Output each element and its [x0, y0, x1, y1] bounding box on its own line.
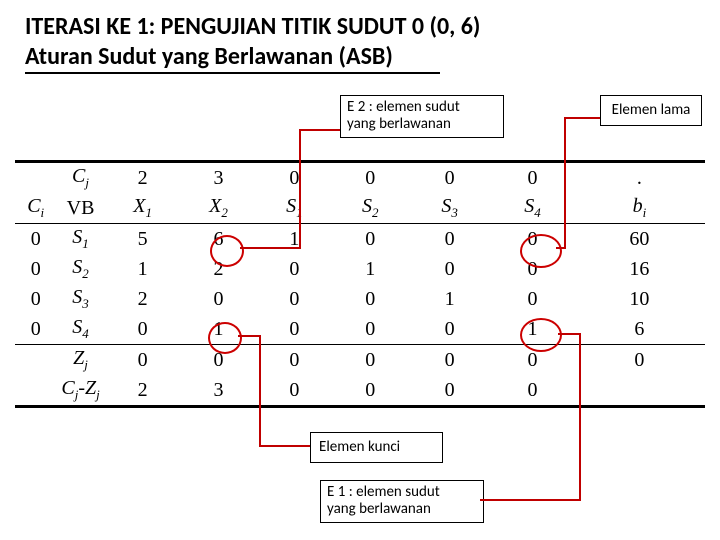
annotation-e1: E 1 : elemen sudut yang berlawanan [320, 480, 484, 523]
row-s1: 0 S1 5 6 1 0 0 0 60 [15, 224, 705, 254]
simplex-table: Cj 2 3 0 0 0 0 . Ci VB X1 X2 S1 S2 S3 S4… [15, 160, 705, 408]
cj-s2: 0 [332, 163, 408, 193]
cj-x1: 2 [105, 163, 181, 193]
row-zj: Zj 0 0 0 0 0 0 0 [15, 345, 705, 375]
row-cj-zj: Cj-Zj 2 3 0 0 0 0 [15, 375, 705, 407]
row-cj-values: Cj 2 3 0 0 0 0 . [15, 163, 705, 193]
cj-s1: 0 [256, 163, 332, 193]
annotation-e1-l2: yang berlawanan [327, 501, 477, 518]
ellipse-e1 [520, 318, 562, 352]
title-underline [25, 72, 440, 74]
annotation-e1-l1: E 1 : elemen sudut [327, 484, 477, 501]
ellipse-lama [520, 234, 562, 268]
cj-x2: 3 [181, 163, 257, 193]
row-s2: 0 S2 1 2 0 1 0 0 16 [15, 254, 705, 284]
annotation-e2: E 2 : elemen sudut yang berlawanan [340, 95, 504, 138]
title-line2: Aturan Sudut yang Berlawanan (ASB) [25, 42, 695, 71]
annotation-lama: Elemen lama [600, 95, 702, 126]
title-line1: ITERASI KE 1: PENGUJIAN TITIK SUDUT 0 (0… [25, 12, 695, 41]
annotation-kunci-text: Elemen kunci [319, 438, 400, 456]
row-headers: Ci VB X1 X2 S1 S2 S3 S4 bi [15, 193, 705, 224]
annotation-e2-l2: yang berlawanan [347, 116, 497, 133]
annotation-kunci: Elemen kunci [310, 432, 443, 463]
row-s3: 0 S3 2 0 0 0 1 0 10 [15, 284, 705, 314]
circle-e2 [210, 235, 244, 267]
header-vb: VB [67, 197, 95, 219]
annotation-lama-text: Elemen lama [612, 101, 691, 119]
cj-s3: 0 [408, 163, 491, 193]
annotation-e2-l1: E 2 : elemen sudut [347, 99, 497, 116]
row-s4: 0 S4 0 1 0 0 0 1 6 [15, 314, 705, 345]
circle-kunci [208, 322, 242, 354]
cj-label: C [72, 165, 85, 187]
cj-s4: 0 [491, 163, 574, 193]
